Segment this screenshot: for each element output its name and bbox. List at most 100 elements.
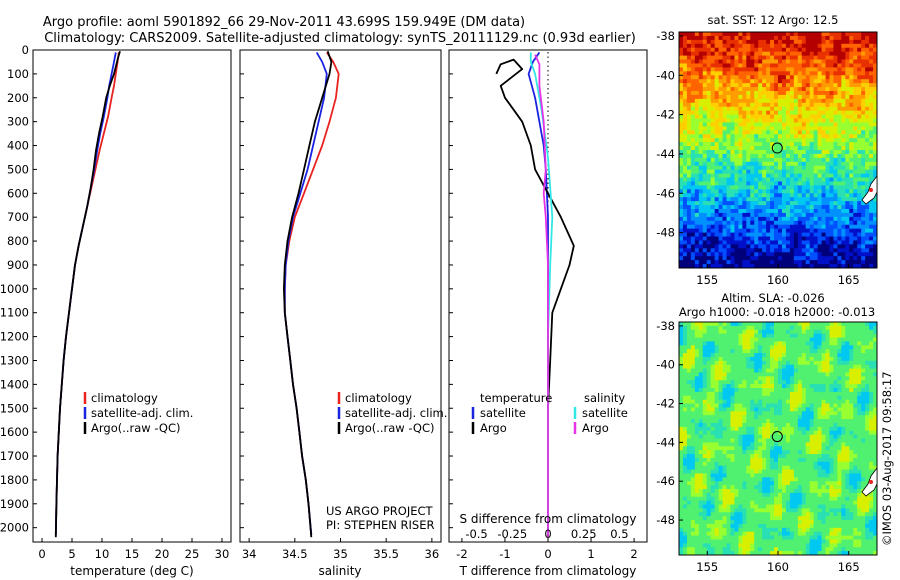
heatmap-cell	[829, 35, 834, 41]
heatmap-cell	[742, 153, 747, 159]
heatmap-cell	[825, 388, 830, 393]
heatmap-cell	[845, 118, 850, 123]
heatmap-cell	[853, 407, 858, 412]
heatmap-cell	[837, 130, 842, 135]
heatmap-cell	[694, 102, 700, 108]
heatmap-cell	[702, 75, 708, 80]
heatmap-cell	[829, 193, 834, 198]
heatmap-cell	[730, 388, 735, 393]
heatmap-cell	[869, 32, 874, 37]
heatmap-cell	[801, 353, 807, 358]
heatmap-cell	[679, 138, 684, 143]
heatmap-cell	[746, 349, 751, 354]
heatmap-cell	[766, 434, 771, 439]
heatmap-cell	[793, 209, 799, 214]
heatmap-cell	[718, 333, 723, 338]
legend-label-argo: Argo(..raw -QC)	[91, 421, 181, 435]
heatmap-cell	[690, 236, 696, 241]
heatmap-cell	[682, 376, 688, 381]
heatmap-cell	[861, 236, 866, 241]
heatmap-cell	[821, 146, 826, 151]
heatmap-cell	[809, 59, 815, 64]
heatmap-cell	[714, 345, 719, 350]
heatmap-cell	[718, 75, 723, 80]
heatmap-cell	[698, 177, 704, 182]
heatmap-cell	[781, 114, 787, 119]
heatmap-cell	[730, 322, 735, 327]
heatmap-cell	[793, 434, 799, 439]
heatmap-cell	[746, 333, 751, 338]
heatmap-cell	[809, 169, 815, 174]
heatmap-cell	[766, 329, 771, 335]
heatmap-cell	[801, 399, 807, 404]
heatmap-cell	[754, 197, 759, 202]
heatmap-cell	[825, 333, 830, 338]
heatmap-cell	[718, 157, 723, 163]
heatmap-cell	[734, 79, 739, 84]
heatmap-cell	[679, 169, 684, 174]
heatmap-cell	[797, 450, 803, 455]
heatmap-cell	[813, 450, 818, 455]
heatmap-cell	[726, 138, 731, 143]
heatmap-cell	[817, 232, 822, 237]
heatmap-cell	[710, 130, 716, 135]
heatmap-cell	[734, 264, 739, 269]
heatmap-cell	[825, 376, 830, 381]
heatmap-cell	[793, 224, 799, 230]
heatmap-cell	[750, 248, 755, 253]
heatmap-cell	[738, 201, 743, 206]
heatmap-cell	[821, 240, 826, 245]
heatmap-cell	[857, 118, 862, 123]
heatmap-cell	[710, 426, 716, 432]
heatmap-cell	[758, 372, 763, 377]
heatmap-cell	[781, 446, 787, 451]
heatmap-cell	[690, 87, 696, 92]
heatmap-cell	[821, 71, 826, 76]
heatmap-cell	[809, 157, 815, 163]
heatmap-cell	[774, 106, 779, 112]
heatmap-cell	[797, 185, 803, 190]
heatmap-cell	[793, 341, 799, 346]
heatmap-cell	[801, 161, 807, 167]
heatmap-cell	[849, 185, 854, 190]
heatmap-cell	[758, 94, 763, 100]
heatmap-cell	[762, 446, 767, 451]
heatmap-cell	[754, 341, 759, 346]
heatmap-cell	[873, 169, 878, 174]
heatmap-cell	[845, 110, 850, 115]
heatmap-cell	[726, 165, 731, 171]
heatmap-cell	[809, 193, 815, 198]
heatmap-cell	[778, 106, 783, 112]
heatmap-cell	[853, 333, 858, 338]
heatmap-cell	[789, 349, 795, 354]
heatmap-cell	[853, 356, 858, 362]
heatmap-cell	[841, 94, 846, 100]
heatmap-cell	[758, 205, 763, 210]
heatmap-cell	[805, 240, 811, 245]
heatmap-cell	[778, 177, 783, 182]
heatmap-cell	[809, 422, 815, 428]
heatmap-cell	[690, 333, 696, 338]
heatmap-cell	[865, 252, 870, 257]
heatmap-cell	[869, 380, 874, 385]
heatmap-cell	[789, 388, 795, 393]
heatmap-cell	[754, 201, 759, 206]
heatmap-cell	[702, 110, 708, 115]
heatmap-cell	[722, 114, 727, 119]
heatmap-cell	[845, 94, 850, 100]
heatmap-cell	[793, 150, 799, 155]
heatmap-cell	[797, 364, 803, 369]
heatmap-cell	[750, 83, 755, 88]
heatmap-cell	[789, 322, 795, 327]
heatmap-cell	[750, 51, 755, 56]
heatmap-cell	[861, 75, 866, 80]
heatmap-cell	[774, 349, 779, 354]
heatmap-cell	[690, 79, 696, 84]
heatmap-cell	[706, 356, 712, 362]
heatmap-cell	[758, 244, 763, 249]
heatmap-cell	[837, 264, 842, 269]
heatmap-cell	[861, 173, 866, 178]
heatmap-cell	[778, 63, 783, 68]
heatmap-cell	[841, 185, 846, 190]
heatmap-cell	[694, 391, 700, 397]
